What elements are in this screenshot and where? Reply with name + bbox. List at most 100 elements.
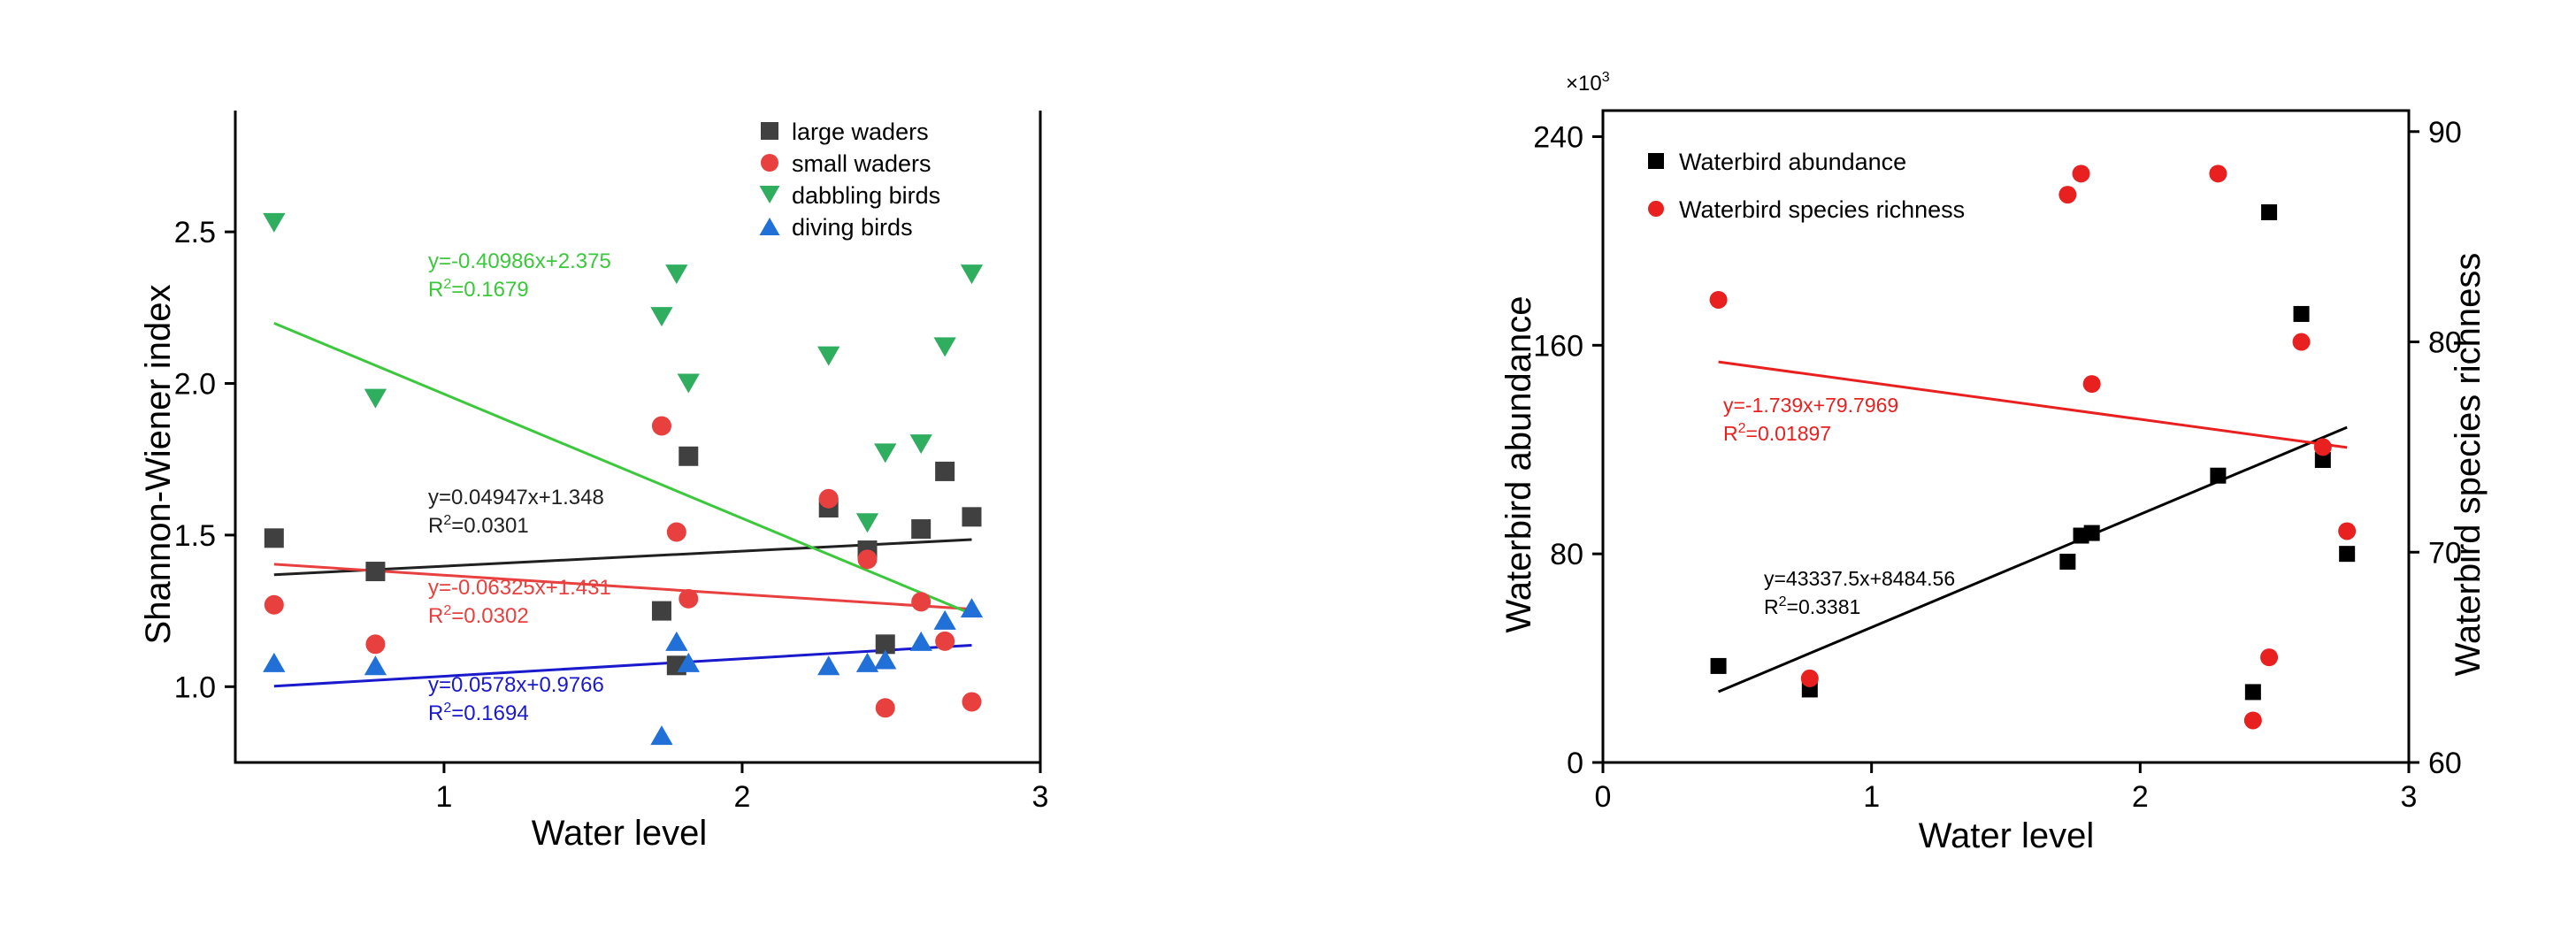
richness-y-tick-label: 90 bbox=[2428, 116, 2462, 149]
small-waders-point bbox=[678, 588, 699, 609]
left-y-tick-label: 2.0 bbox=[174, 368, 216, 402]
waterbird-species-richness-point bbox=[2072, 165, 2090, 183]
legend-marker-waterbird-abundance bbox=[1648, 153, 1664, 169]
large-waders-point bbox=[911, 519, 932, 540]
waterbird-species-richness-r2: R2=0.01897 bbox=[1723, 421, 1831, 445]
right-x-tick-label: 0 bbox=[1595, 780, 1612, 814]
diving-birds-point bbox=[650, 725, 673, 746]
diving-birds-point bbox=[933, 609, 956, 630]
large-waders-fit-line bbox=[273, 538, 972, 577]
waterbird-abundance-point bbox=[2339, 546, 2356, 563]
abundance-y-tick-label: 80 bbox=[1550, 538, 1583, 571]
dabbling-birds-point bbox=[364, 388, 387, 409]
richness-y-tick-label: 80 bbox=[2428, 326, 2462, 360]
small-waders-point bbox=[666, 522, 686, 542]
small-waders-r2: R2=0.0302 bbox=[428, 603, 529, 628]
dabbling-birds-point bbox=[909, 434, 932, 455]
richness-y-tick-label: 70 bbox=[2428, 536, 2462, 570]
diving-birds-point bbox=[817, 655, 840, 676]
small-waders-point bbox=[651, 416, 671, 436]
waterbird-species-richness-fit-line bbox=[1718, 360, 2348, 449]
legend-label-small-waders: small waders bbox=[792, 150, 932, 177]
legend-label-diving-birds: diving birds bbox=[792, 214, 913, 241]
left-legend: large waders small waders dabbling birds di… bbox=[759, 119, 940, 241]
small-waders-point bbox=[264, 594, 284, 615]
left-x-axis-title: Water level bbox=[532, 814, 708, 853]
richness-y-tick-label: 60 bbox=[2428, 747, 2462, 780]
waterbird-species-richness-point bbox=[2292, 333, 2311, 351]
abundance-y-tick-label: 160 bbox=[1533, 329, 1583, 363]
diving-birds-point bbox=[677, 652, 700, 672]
waterbird-species-richness-point bbox=[1709, 290, 1728, 309]
large-waders-r2: R2=0.0301 bbox=[428, 513, 529, 538]
dabbling-birds-point bbox=[677, 373, 700, 394]
waterbird-abundance-point bbox=[2244, 684, 2261, 701]
waterbird-chart: 0 1 2 3 0 80 160 240 60 70 80 90 Water level Wate… bbox=[1499, 70, 2488, 855]
legend-marker-dabbling-birds bbox=[759, 186, 780, 203]
waterbird-species-richness-point bbox=[2243, 711, 2262, 730]
right-right-y-axis-title: Waterbird species richness bbox=[2449, 253, 2488, 677]
left-axes-frame bbox=[234, 111, 1042, 764]
diving-birds-equation: y=0.0578x+0.9766 bbox=[428, 673, 604, 697]
diving-birds-point bbox=[855, 652, 879, 672]
waterbird-abundance-fit-line bbox=[1717, 425, 2348, 693]
small-waders-point bbox=[857, 549, 878, 570]
large-waders-point bbox=[935, 461, 955, 481]
abundance-y-tick-label: 0 bbox=[1567, 747, 1583, 780]
dabbling-birds-point bbox=[933, 337, 956, 357]
waterbird-species-richness-point bbox=[2209, 165, 2227, 183]
legend-label-dabbling-birds: dabbling birds bbox=[792, 182, 940, 209]
diving-birds-point bbox=[909, 631, 932, 651]
waterbird-abundance-point bbox=[2210, 467, 2227, 484]
dabbling-birds-equation: y=-0.40986x+2.375 bbox=[428, 249, 611, 273]
legend-marker-large-waders bbox=[761, 122, 778, 140]
right-x-axis-title: Water level bbox=[1919, 816, 2095, 855]
waterbird-abundance-point bbox=[1710, 657, 1727, 674]
waterbird-abundance-point bbox=[2314, 452, 2331, 469]
legend-label-waterbird-species-richness: Waterbird species richness bbox=[1679, 196, 1965, 223]
large-waders-point bbox=[875, 634, 895, 655]
waterbird-abundance-point bbox=[2059, 554, 2076, 571]
waterbird-species-richness-point bbox=[2338, 522, 2357, 540]
small-waders-point bbox=[875, 698, 895, 718]
shannon-wiener-chart: 1 2 3 1.0 1.5 2.0 2.5 Water level Shannon-Wie… bbox=[139, 111, 1048, 853]
legend-marker-waterbird-species-richness bbox=[1648, 201, 1664, 217]
large-waders-equation: y=0.04947x+1.348 bbox=[428, 486, 604, 509]
small-waders-point bbox=[365, 634, 386, 655]
diving-birds-point bbox=[665, 631, 688, 651]
diving-birds-r2: R2=0.1694 bbox=[428, 701, 529, 725]
large-waders-point bbox=[962, 507, 982, 527]
left-y-tick-label: 2.5 bbox=[174, 216, 216, 249]
dabbling-birds-point bbox=[960, 264, 984, 285]
small-waders-point bbox=[911, 592, 932, 612]
dabbling-birds-point bbox=[263, 212, 286, 233]
diving-birds-point bbox=[263, 652, 286, 672]
legend-marker-small-waders bbox=[761, 154, 778, 172]
dabbling-birds-r2: R2=0.1679 bbox=[428, 277, 529, 302]
small-waders-fit-line bbox=[273, 563, 972, 611]
diving-birds-point bbox=[364, 655, 387, 676]
diving-birds-point bbox=[960, 598, 984, 618]
waterbird-abundance-point bbox=[2261, 203, 2278, 220]
waterbird-abundance-point bbox=[2293, 305, 2310, 322]
right-x-tick-label: 3 bbox=[2401, 780, 2418, 814]
left-x-tick-label: 1 bbox=[435, 780, 452, 814]
waterbird-species-richness-point bbox=[2058, 186, 2077, 204]
waterbird-species-richness-point bbox=[2082, 375, 2101, 394]
waterbird-abundance-r2: R2=0.3381 bbox=[1764, 594, 1860, 618]
small-waders-point bbox=[818, 488, 839, 509]
dabbling-birds-point bbox=[665, 264, 688, 285]
dabbling-birds-point bbox=[874, 443, 897, 464]
dabbling-birds-point bbox=[817, 346, 840, 366]
legend-label-large-waders: large waders bbox=[792, 119, 929, 145]
left-y-tick-label: 1.5 bbox=[174, 519, 216, 553]
left-x-tick-label: 2 bbox=[734, 780, 751, 814]
large-waders-point bbox=[264, 528, 284, 548]
right-legend: Waterbird abundance Waterbird species ric… bbox=[1648, 149, 1965, 223]
diving-birds-fit-line bbox=[273, 643, 972, 688]
waterbird-abundance-point bbox=[2083, 525, 2100, 541]
large-waders-point bbox=[678, 446, 699, 466]
small-waders-point bbox=[962, 692, 982, 712]
abundance-y-tick-label: 240 bbox=[1533, 120, 1583, 154]
